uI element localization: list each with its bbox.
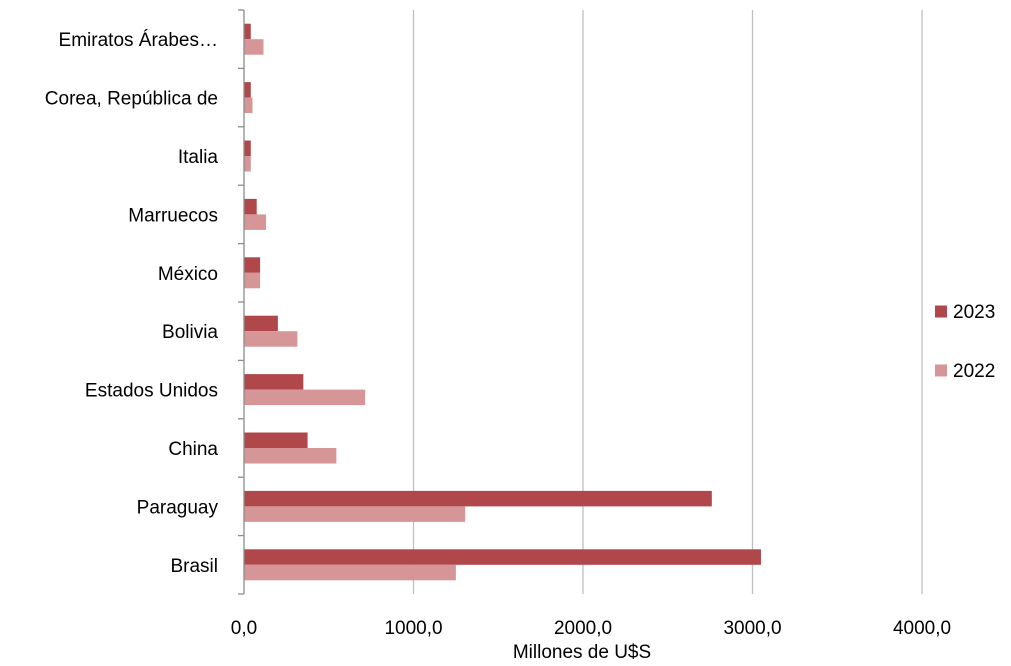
bar-2023 [244,315,278,332]
category-label: Marruecos [128,205,218,226]
legend: 2023 2022 [935,302,995,382]
legend-swatch [935,364,947,377]
category-label: China [168,439,218,460]
x-tick-label: 4000,0 [893,618,951,639]
legend-label: 2022 [953,361,995,382]
bar-2023 [244,140,251,156]
bars [244,23,761,581]
bar-2023 [244,432,308,448]
bar-2022 [244,272,261,289]
category-label: Estados Unidos [85,381,218,402]
bar-2023 [244,374,304,390]
x-tick-label: 2000,0 [554,618,612,639]
legend-swatch [935,305,947,318]
bar-2023 [244,82,251,98]
bar-2022 [244,156,251,172]
category-label: Bolivia [162,322,218,343]
bar-2022 [244,506,466,522]
bar-2023 [244,549,761,565]
bar-2022 [244,564,456,581]
x-axis-title: Millones de U$S [513,642,651,663]
category-label: México [158,264,218,285]
bar-2022 [244,331,298,347]
bar-2022 [244,448,337,464]
x-tick-label: 0,0 [231,618,257,639]
x-tick-label: 1000,0 [384,618,442,639]
bar-2022 [244,389,366,406]
bar-2022 [244,97,253,114]
bar-2023 [244,23,251,40]
x-tick-labels: 0,0 1000,0 2000,0 3000,0 4000,0 [231,618,951,639]
axes [238,9,245,595]
category-label: Emiratos Árabes… [59,30,218,51]
category-label: Corea, República de [45,89,218,110]
category-label: Paraguay [137,497,219,518]
bar-2023 [244,198,257,215]
bar-2022 [244,39,264,55]
legend-label: 2023 [953,302,995,323]
bar-2023 [244,490,712,507]
bar-2022 [244,214,267,230]
category-labels: Brasil Paraguay China Estados Unidos Bolivia… [45,30,219,577]
category-label: Italia [178,147,219,168]
category-label: Brasil [170,556,218,577]
bar-2023 [244,257,261,273]
x-tick-label: 3000,0 [723,618,781,639]
